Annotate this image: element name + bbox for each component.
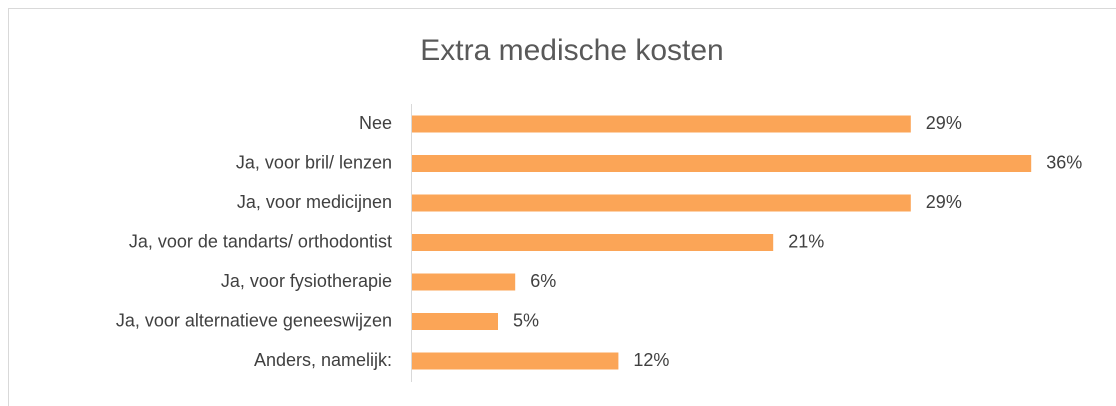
data-label: 5% <box>513 310 539 330</box>
data-label: 29% <box>926 113 962 133</box>
data-label: 12% <box>633 350 669 370</box>
category-label: Anders, namelijk: <box>254 350 392 370</box>
bar <box>412 313 498 330</box>
category-label: Nee <box>359 113 392 133</box>
bar <box>412 115 911 133</box>
chart-title: Extra medische kosten <box>420 34 723 67</box>
bar <box>412 155 1032 172</box>
data-label: 29% <box>926 192 962 212</box>
category-label: Ja, voor alternatieve geneeswijzen <box>116 310 392 330</box>
bar <box>412 234 774 251</box>
category-label: Ja, voor de tandarts/ orthodontist <box>129 231 392 251</box>
bar <box>412 273 516 291</box>
data-label: 21% <box>788 231 824 251</box>
category-label: Ja, voor bril/ lenzen <box>236 152 392 172</box>
category-label: Ja, voor fysiotherapie <box>221 271 392 291</box>
bar <box>412 352 619 370</box>
bar <box>412 194 911 212</box>
data-label: 6% <box>530 271 556 291</box>
category-label: Ja, voor medicijnen <box>237 192 392 212</box>
data-label: 36% <box>1046 152 1082 172</box>
